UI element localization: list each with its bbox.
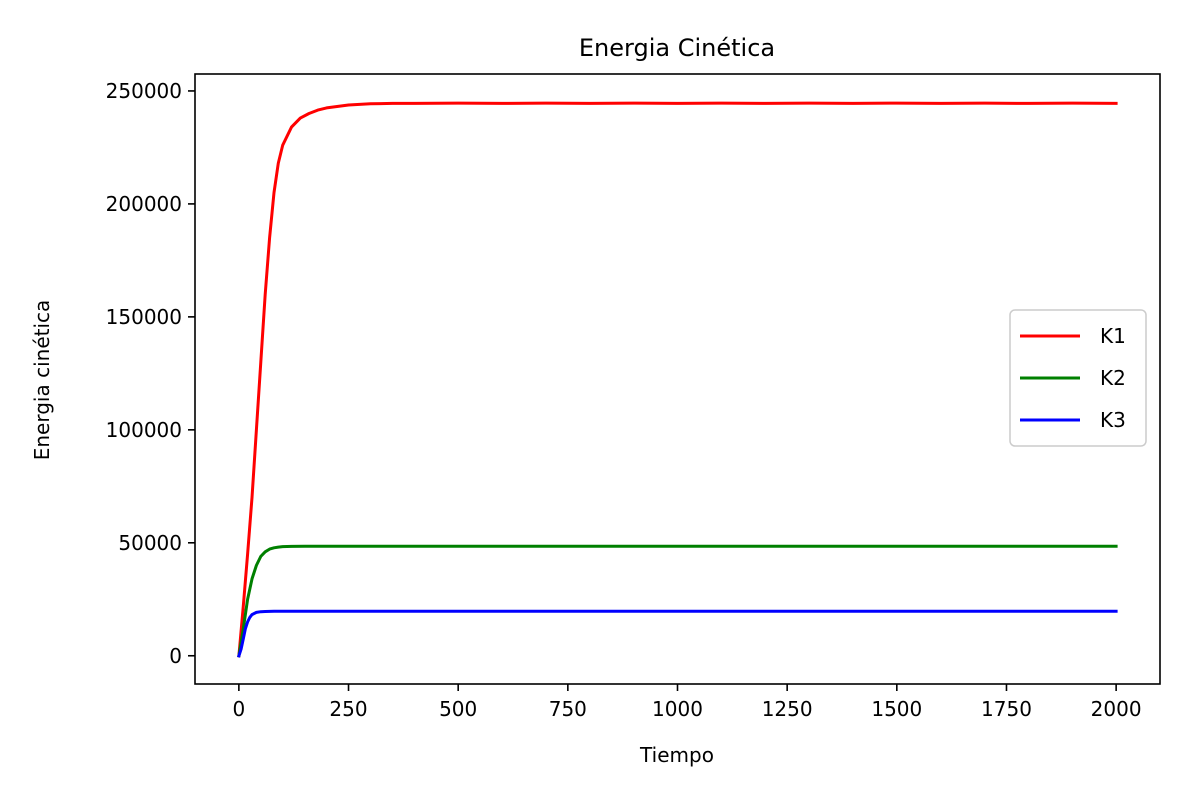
- y-axis-ticks: 0 50000 100000 150000 200000 250000: [106, 79, 195, 668]
- y-tick-label: 50000: [118, 531, 182, 555]
- x-tick-label: 1000: [652, 697, 703, 721]
- y-tick-label: 150000: [106, 305, 182, 329]
- chart-title: Energia Cinética: [579, 34, 775, 62]
- series-line-k3: [237, 609, 1118, 658]
- legend: K1 K2 K3: [1009, 309, 1147, 447]
- x-tick-label: 1250: [762, 697, 813, 721]
- legend-label-k3: K3: [1100, 408, 1126, 432]
- y-tick-label: 200000: [106, 192, 182, 216]
- y-tick-label: 0: [169, 644, 182, 668]
- legend-label-k2: K2: [1100, 366, 1126, 390]
- plot-lines: [237, 101, 1118, 658]
- x-tick-label: 2000: [1091, 697, 1142, 721]
- x-axis-ticks: 0 250 500 750 1000 1250 1500 1750 2000: [232, 684, 1142, 721]
- y-tick-label: 250000: [106, 79, 182, 103]
- x-tick-label: 1750: [981, 697, 1032, 721]
- x-tick-label: 750: [549, 697, 587, 721]
- x-tick-label: 1500: [871, 697, 922, 721]
- x-tick-label: 250: [329, 697, 367, 721]
- series-line-k1: [237, 101, 1118, 658]
- x-tick-label: 0: [232, 697, 245, 721]
- x-tick-label: 500: [439, 697, 477, 721]
- x-axis-label: Tiempo: [639, 743, 714, 767]
- series-line-k2: [237, 544, 1118, 658]
- y-tick-label: 100000: [106, 418, 182, 442]
- y-axis-label: Energia cinética: [30, 300, 54, 461]
- legend-label-k1: K1: [1100, 324, 1126, 348]
